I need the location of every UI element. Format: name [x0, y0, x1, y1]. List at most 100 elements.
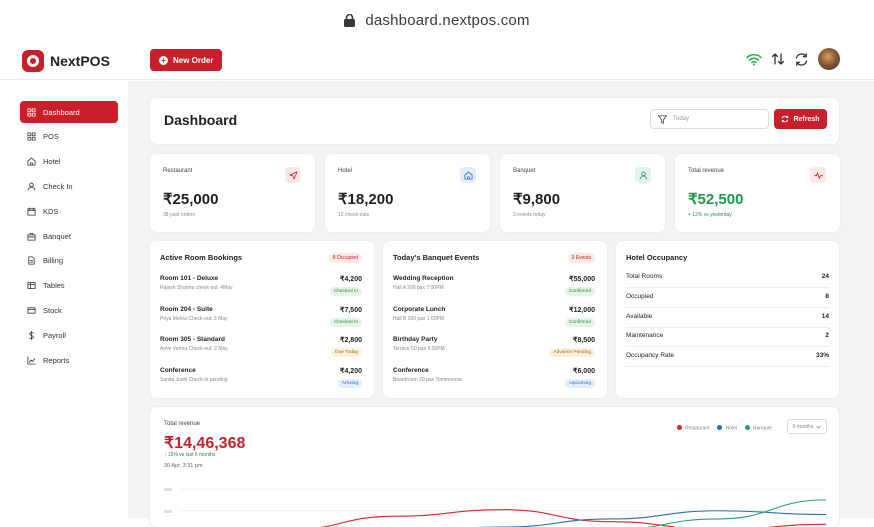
list-item[interactable]: Wedding Reception Hall A 200 pax 7:00PM ₹5… — [393, 275, 595, 305]
stat-subtext: 12 check-outs — [338, 212, 370, 218]
sidebar-item-reports[interactable]: Reports — [20, 349, 118, 371]
range-select[interactable]: 6 months — [787, 419, 827, 434]
list-item[interactable]: Corporate Lunch Hall B 200 pax 1:00PM ₹12,… — [393, 306, 595, 336]
chevron-down-icon — [816, 425, 822, 429]
list-item[interactable]: Room 305 - Standard Amin Verma Check-out:… — [160, 336, 362, 366]
home-icon — [463, 170, 473, 180]
legend-label: Hotel — [725, 425, 738, 432]
user-icon — [27, 182, 36, 191]
sidebar-item-label: Billing — [43, 256, 64, 266]
stat-value: ₹9,800 — [513, 191, 561, 208]
occupancy-row: Available 14 — [626, 308, 829, 328]
sidebar-item-payroll[interactable]: Payroll — [20, 324, 118, 346]
item-detail: Boardroom 20 pax Tommorrow — [393, 376, 462, 383]
status-badge: Advance Pending — [549, 348, 595, 357]
y-tick-label: 80K — [164, 487, 173, 493]
sidebar-item-kds[interactable]: KDS — [20, 200, 118, 222]
legend-dot — [717, 425, 723, 430]
item-name: Wedding Reception — [393, 275, 454, 282]
top-bar: NextPOS — [0, 40, 874, 80]
sidebar-item-label: Tables — [43, 281, 65, 291]
stat-subtext: + 12% vs yesterday — [688, 212, 732, 218]
list-item[interactable]: Room 101 - Deluxe Rajesh Sharma check-out… — [160, 275, 362, 305]
item-name: Conference — [160, 366, 196, 374]
lock-icon — [344, 13, 356, 27]
date-filter[interactable]: Today — [650, 109, 769, 129]
status-badge: Confirmed — [564, 317, 595, 327]
revenue-value: ₹14,46,368 — [164, 435, 246, 452]
brand-logo[interactable]: NextPOS — [22, 50, 110, 72]
grid-icon — [27, 107, 36, 117]
banquet-events-panel: Today's Banquet Events 3 Events Wedding … — [383, 241, 607, 398]
refresh-button[interactable]: Refresh — [774, 109, 827, 129]
sidebar-item-billing[interactable]: Billing — [20, 250, 118, 272]
item-amount: ₹6,000 — [573, 367, 595, 375]
pos-grid-icon — [27, 132, 36, 141]
status-badge: Upcoming — [565, 378, 595, 388]
browser-url-bar[interactable]: dashboard.nextpos.com — [0, 0, 874, 40]
dollar-icon — [29, 330, 34, 340]
sidebar-item-pos[interactable]: POS — [20, 126, 118, 148]
list-item[interactable]: Birthday Party Terrace 50 pax 6:00PM ₹8,50… — [393, 336, 595, 366]
item-detail: Terrace 50 pax 6:00PM — [393, 346, 445, 352]
avatar[interactable] — [818, 48, 840, 70]
legend-label: Restaurant — [685, 425, 710, 432]
item-amount: ₹2,800 — [340, 337, 362, 344]
wifi-icon[interactable] — [746, 53, 762, 66]
occupancy-label: Maintenance — [626, 332, 664, 340]
status-badge: Arriving — [337, 378, 362, 388]
refresh-label: Refresh — [793, 115, 820, 123]
list-item[interactable]: Conference Sunita Joshi Check-in pending ₹… — [160, 367, 362, 397]
sidebar-item-label: KDS — [43, 206, 59, 216]
sidebar-item-check-in[interactable]: Check In — [20, 175, 118, 197]
item-amount: ₹8,500 — [573, 337, 595, 344]
legend-item-restaurant[interactable]: Restaurant — [677, 425, 709, 432]
sync-icon[interactable] — [794, 52, 809, 67]
sidebar-item-stock[interactable]: Stock — [20, 299, 118, 321]
occupancy-label: Occupancy Rate — [626, 352, 675, 360]
main-content: Dashboard Today Refresh Restaurant ₹25,00… — [128, 81, 874, 527]
hotel-occupancy-panel: Hotel Occupancy Total Rooms 24 Occupied 8 Av… — [616, 241, 839, 398]
sidebar-item-label: Reports — [43, 355, 70, 365]
sidebar-item-label: Hotel — [43, 157, 61, 167]
item-detail: Priya Mehra Check-out: 3 May — [160, 315, 228, 322]
refresh-icon — [782, 115, 789, 123]
item-name: Conference — [393, 366, 429, 374]
item-amount: ₹4,200 — [340, 276, 362, 283]
stat-subtext: 3 events today — [513, 212, 546, 218]
stat-value: ₹52,500 — [688, 191, 744, 208]
stat-card-total-revenue: Total revenue ₹52,500 + 12% vs yesterday — [675, 154, 840, 232]
sidebar-item-tables[interactable]: Tables — [20, 275, 118, 297]
item-name: Room 305 - Standard — [160, 336, 226, 343]
legend-label: Banquet — [753, 425, 772, 432]
stat-card-restaurant: Restaurant ₹25,000 38 paid orders — [150, 154, 315, 232]
chart-icon — [27, 355, 36, 365]
sidebar-item-dashboard[interactable]: Dashboard — [20, 101, 118, 123]
occupancy-label: Occupied — [626, 292, 654, 300]
sidebar-item-label: Payroll — [43, 330, 66, 340]
legend-item-hotel[interactable]: Hotel — [717, 425, 737, 432]
new-order-button[interactable]: + New Order — [150, 49, 223, 71]
brand-name: NextPOS — [50, 53, 110, 69]
logo-mark-icon — [22, 50, 44, 72]
stat-card-hotel: Hotel ₹18,200 12 check-outs — [325, 154, 490, 232]
topbar-actions — [746, 48, 840, 70]
stat-label: Hotel — [338, 168, 353, 174]
sidebar-item-label: Stock — [43, 305, 62, 315]
sidebar-item-banquet[interactable]: Banquet — [20, 225, 118, 247]
item-name: Room 204 - Suite — [160, 305, 213, 313]
user-icon — [639, 171, 647, 180]
list-item[interactable]: Conference Boardroom 20 pax Tommorrow ₹6,0… — [393, 367, 595, 397]
legend-item-banquet[interactable]: Banquet — [745, 425, 772, 432]
occupancy-value: 8 — [825, 292, 829, 300]
sort-arrows-icon[interactable] — [771, 52, 785, 66]
sidebar-item-hotel[interactable]: Hotel — [20, 151, 118, 173]
stat-value: ₹18,200 — [338, 191, 394, 208]
total-revenue-chart-card: Total revenue ₹14,46,368 ↑ 15% vs last 6… — [150, 407, 839, 527]
list-item[interactable]: Room 204 - Suite Priya Mehra Check-out: 3… — [160, 306, 362, 336]
item-amount: ₹12,000 — [569, 306, 595, 314]
room-bookings-panel: Active Room Bookings 8 Occupied Room 101… — [150, 241, 374, 398]
dashboard-header: Dashboard Today Refresh — [150, 98, 839, 144]
document-icon — [28, 256, 35, 265]
item-detail: Hall B 200 pax 1:00PM — [393, 315, 445, 322]
